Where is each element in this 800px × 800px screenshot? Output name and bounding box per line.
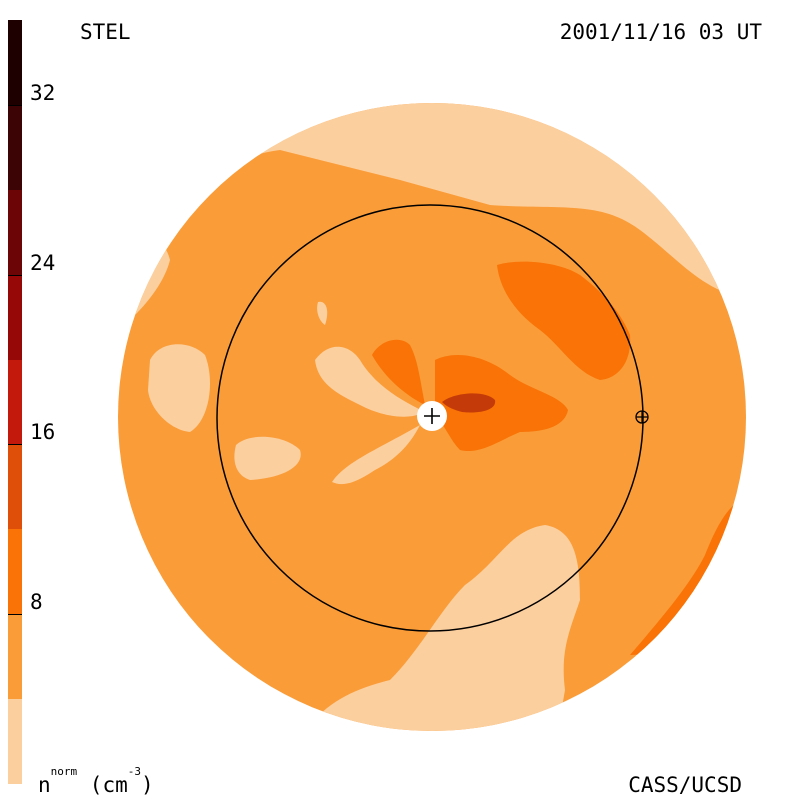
colorbar-segment (8, 20, 22, 105)
high-density-region (442, 393, 496, 413)
low-density-region (300, 525, 580, 731)
low-density-region (234, 436, 301, 480)
unit-close: ) (140, 773, 154, 797)
enhanced-density-region (435, 355, 568, 451)
colorbar: 8 16 24 32 (8, 20, 55, 784)
colorbar-tick-label: 16 (30, 420, 56, 445)
low-density-region (315, 346, 425, 417)
unit-exp: -3 (127, 765, 141, 778)
low-density-region (332, 425, 420, 485)
colorbar-segment (8, 359, 22, 445)
colorbar-segment (8, 444, 22, 530)
low-density-region (317, 301, 328, 325)
colorbar-segment (8, 699, 22, 784)
unit-base: n (38, 773, 51, 797)
colorbar-tick (8, 444, 22, 446)
colorbar-tick (8, 274, 22, 276)
unit-label: nnorm (cm-3) (38, 766, 154, 797)
colorbar-segment (8, 614, 22, 700)
low-density-region (148, 344, 210, 432)
earth-cross (636, 411, 648, 423)
colorbar-tick (8, 104, 22, 106)
earth-orbit-circle (216, 204, 644, 632)
sun-plus-icon (424, 408, 440, 424)
enhanced-density-region (372, 339, 425, 405)
unit-rest: (cm (77, 773, 128, 797)
colorbar-segment (8, 274, 22, 360)
enhanced-density-region (497, 261, 631, 380)
colorbar-tick (8, 614, 22, 616)
credit-label: CASS/UCSD (628, 773, 742, 797)
colorbar-segment (8, 104, 22, 190)
colorbar-tick-label: 32 (30, 80, 56, 105)
colorbar-tick-label: 8 (30, 590, 43, 615)
colorbar-tick-label: 24 (30, 250, 56, 275)
colorbar-segment (8, 529, 22, 615)
timestamp-label: 2001/11/16 03 UT (559, 20, 762, 44)
instrument-label: STEL (80, 20, 131, 44)
colorbar-segment (8, 189, 22, 275)
unit-sup: norm (50, 765, 78, 778)
